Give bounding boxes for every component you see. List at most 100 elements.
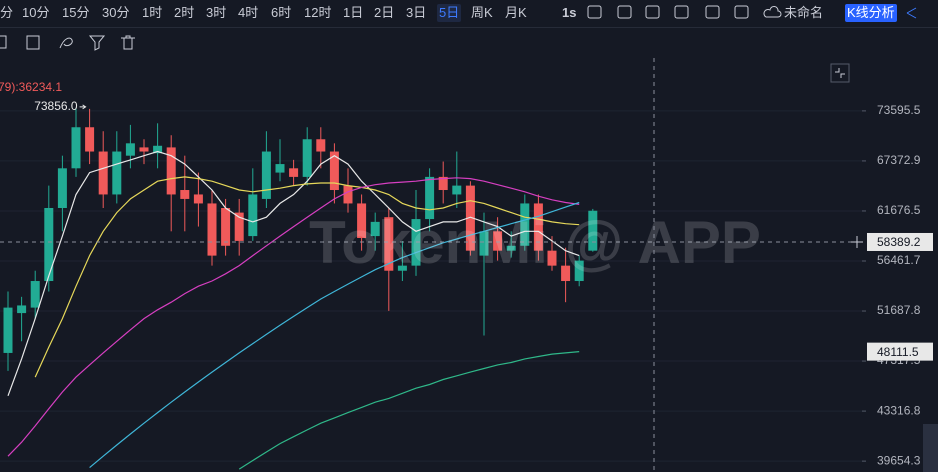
candle-body [302,139,312,177]
drawing-toolbar [0,28,938,58]
candle-body [329,151,339,191]
max-arrow [79,104,87,110]
candle-body [57,168,67,208]
analysis-button[interactable]: K线分析 [845,4,897,22]
moving-average [7,177,580,457]
candle-body [139,147,149,152]
interval-button[interactable]: 10分 [22,5,50,20]
toolbar: 分 10分 15分 30分 1时 2时 3时 4时 6时 12时 1日 2日 3日 5日 周K 月K 1s 未命名… [0,0,938,28]
candle-body [3,307,13,353]
interval-button[interactable]: 周K [471,5,493,20]
candle-body [561,265,571,282]
candle-body [397,265,407,271]
tool-icon[interactable] [88,35,106,51]
tool-icon[interactable] [59,37,73,49]
interval-button[interactable]: 1时 [142,5,163,20]
candle-body [248,194,258,237]
moving-average [34,176,580,378]
y-tick-label: 67372.9 [877,153,921,167]
toolbar-icon[interactable] [645,5,660,19]
layout-name[interactable]: 未命名 [784,5,824,20]
y-tick-label: 73595.5 [877,103,921,117]
y-tick-label: 39654.3 [877,453,921,467]
plot [0,107,862,470]
candle-body [370,221,380,237]
candle-body [275,164,285,173]
y-tick-label: 43316.8 [877,403,921,417]
candle-body [357,203,367,239]
interval-button[interactable]: 12时 [304,5,332,20]
candle-body [452,185,462,195]
interval-button[interactable]: 3时 [206,5,227,20]
corner-icon [830,63,850,83]
candle-body [180,190,190,199]
crosshair-plus[interactable] [851,236,863,248]
candle-body [193,194,203,204]
candle-body [574,260,584,282]
candle-body [166,147,176,195]
price-tag [867,232,933,251]
moving-average [89,201,580,469]
toolbar-icon[interactable] [734,5,749,19]
candle-body [479,231,489,256]
candle-body [493,231,503,251]
candle-body [520,203,530,246]
candle-body [112,151,122,195]
speed-button[interactable]: 1s [562,5,577,20]
toolbar-icon[interactable] [674,5,689,19]
y-tick-label: 56461.7 [877,253,921,267]
max-label: 73856.0 [34,99,78,113]
tool-icon[interactable] [121,35,135,50]
tool-icon[interactable] [26,35,40,50]
candle-body [588,210,598,251]
candle-body [17,305,27,314]
interval-button[interactable]: 4时 [238,5,259,20]
share-icon [906,7,917,19]
ma-tag [867,342,933,361]
candle-body [316,139,326,152]
indicator-label: 79):36234.1 [0,80,62,94]
interval-button[interactable]: 2日 [374,5,395,20]
candle-body [343,185,353,204]
cloud-icon [763,6,782,18]
candle-body [125,143,135,156]
toolbar-icon[interactable] [587,5,602,19]
candle-body [547,250,557,266]
watermark: TokenMi @ APP [309,209,761,276]
interval-button[interactable]: 6时 [271,5,292,20]
candle-body [207,203,217,256]
candle-body [506,245,516,251]
candle-body [533,203,543,251]
candle-body [221,207,231,246]
interval-button[interactable]: 5日 [437,4,462,22]
candle-body [85,127,95,152]
tool-icon[interactable] [0,35,7,49]
candle-body [261,151,271,199]
moving-average [7,150,580,397]
candle-body [153,145,163,154]
candle-body [438,176,448,191]
scroll-handle[interactable] [923,424,938,472]
toolbar-icon[interactable] [705,5,720,19]
price-label: 58389.2 [877,235,921,249]
interval-button[interactable]: 2时 [174,5,195,20]
candle-body [234,212,244,241]
candle-body [98,151,108,195]
interval-button[interactable]: 月K [505,5,527,20]
candle-body [465,185,475,251]
interval-button[interactable]: 1日 [343,5,364,20]
drawing-tools [0,35,135,51]
toolbar-icon[interactable] [617,5,632,19]
interval-button[interactable]: 分 [0,5,14,20]
interval-button[interactable]: 3日 [406,5,427,20]
candle-body [30,281,40,308]
candle-body [425,176,435,220]
moving-average [238,351,580,470]
interval-button[interactable]: 15分 [62,5,90,20]
y-tick-label: 51687.8 [877,303,921,317]
candle-body [44,207,54,282]
interval-button[interactable]: 30分 [102,5,130,20]
candle-body [71,127,81,169]
